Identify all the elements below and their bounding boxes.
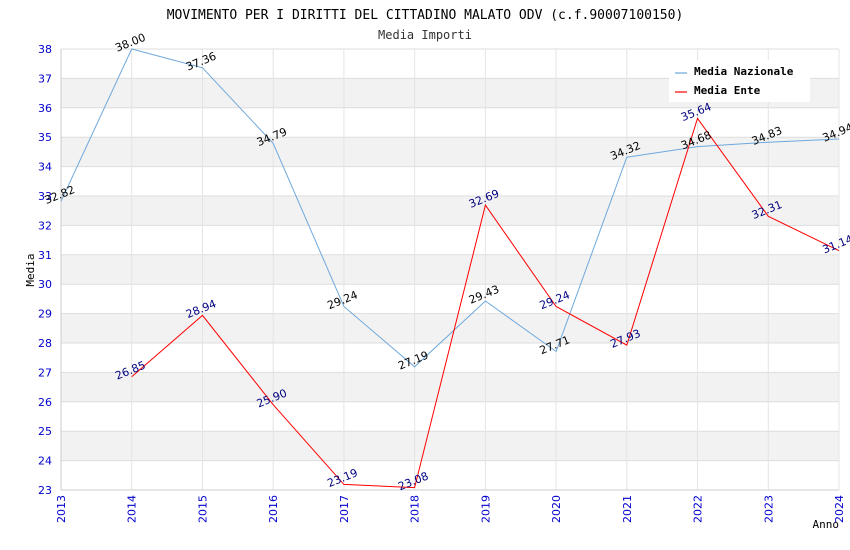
- chart-subtitle: Media Importi: [378, 28, 472, 42]
- y-tick-label: 33: [38, 190, 52, 203]
- chart-title: MOVIMENTO PER I DIRITTI DEL CITTADINO MA…: [167, 8, 684, 23]
- x-tick-label: 2016: [267, 495, 280, 523]
- axes: [60, 49, 839, 491]
- legend-box: [669, 60, 810, 102]
- x-tick-labels: 2013 2014 2015 2016 2017 2018 2019 2020 2021 2022…: [55, 495, 846, 523]
- data-label-media-nazionale: 29.43: [467, 283, 501, 307]
- y-axis-label: Media: [24, 253, 37, 286]
- grid-band: [61, 372, 839, 402]
- data-label-media-ente: 29.24: [538, 288, 572, 312]
- y-tick-label: 26: [38, 396, 52, 409]
- grid-band: [61, 313, 839, 343]
- data-label-media-nazionale: 29.24: [326, 288, 360, 312]
- x-tick-label: 2022: [692, 495, 705, 523]
- x-tick-label: 2014: [126, 495, 139, 523]
- series-line-media-ente: [131, 117, 840, 489]
- y-tick-label: 32: [38, 219, 52, 232]
- grid-band: [61, 196, 839, 226]
- grid-band: [61, 137, 839, 167]
- grid-lines: [61, 48, 840, 491]
- series-line-media-nazionale: [60, 48, 840, 368]
- y-tick-label: 23: [38, 484, 52, 497]
- data-label-media-nazionale: 27.19: [396, 349, 430, 373]
- x-tick-label: 2013: [55, 495, 68, 523]
- x-tick-label: 2018: [409, 495, 422, 523]
- legend: Media Nazionale Media Ente: [669, 60, 810, 102]
- y-tick-label: 25: [38, 425, 52, 438]
- grid-band: [61, 431, 839, 461]
- y-tick-label: 35: [38, 131, 52, 144]
- legend-label-media-ente: Media Ente: [694, 84, 761, 97]
- x-tick-label: 2021: [621, 495, 634, 523]
- y-tick-label: 27: [38, 366, 52, 379]
- x-axis-label: Anno: [813, 518, 840, 531]
- legend-label-media-nazionale: Media Nazionale: [694, 65, 794, 78]
- y-tick-label: 29: [38, 308, 52, 321]
- x-tick-label: 2023: [762, 495, 775, 523]
- series-lines: [60, 48, 840, 489]
- x-tick-label: 2017: [338, 495, 351, 523]
- y-tick-label: 28: [38, 337, 52, 350]
- y-tick-label: 31: [38, 249, 52, 262]
- grid-band: [61, 254, 839, 285]
- y-tick-label: 34: [38, 161, 52, 174]
- y-tick-label: 36: [38, 102, 52, 115]
- x-tick-label: 2020: [550, 495, 563, 523]
- y-tick-labels: 23 24 25 26 27 28 29 30 31 32 33 34 35 36 37 38: [38, 43, 52, 497]
- y-tick-label: 38: [38, 43, 52, 56]
- y-tick-label: 24: [38, 455, 52, 468]
- x-tick-label: 2015: [196, 495, 209, 523]
- data-label-media-nazionale: 37.36: [184, 50, 218, 74]
- data-label-media-ente: 31.14: [821, 233, 850, 257]
- y-tick-label: 30: [38, 278, 52, 291]
- grid-bands: [61, 78, 839, 461]
- x-tick-label: 2019: [479, 495, 492, 523]
- x-tick-label: 2024: [833, 495, 846, 523]
- y-tick-label: 37: [38, 72, 52, 85]
